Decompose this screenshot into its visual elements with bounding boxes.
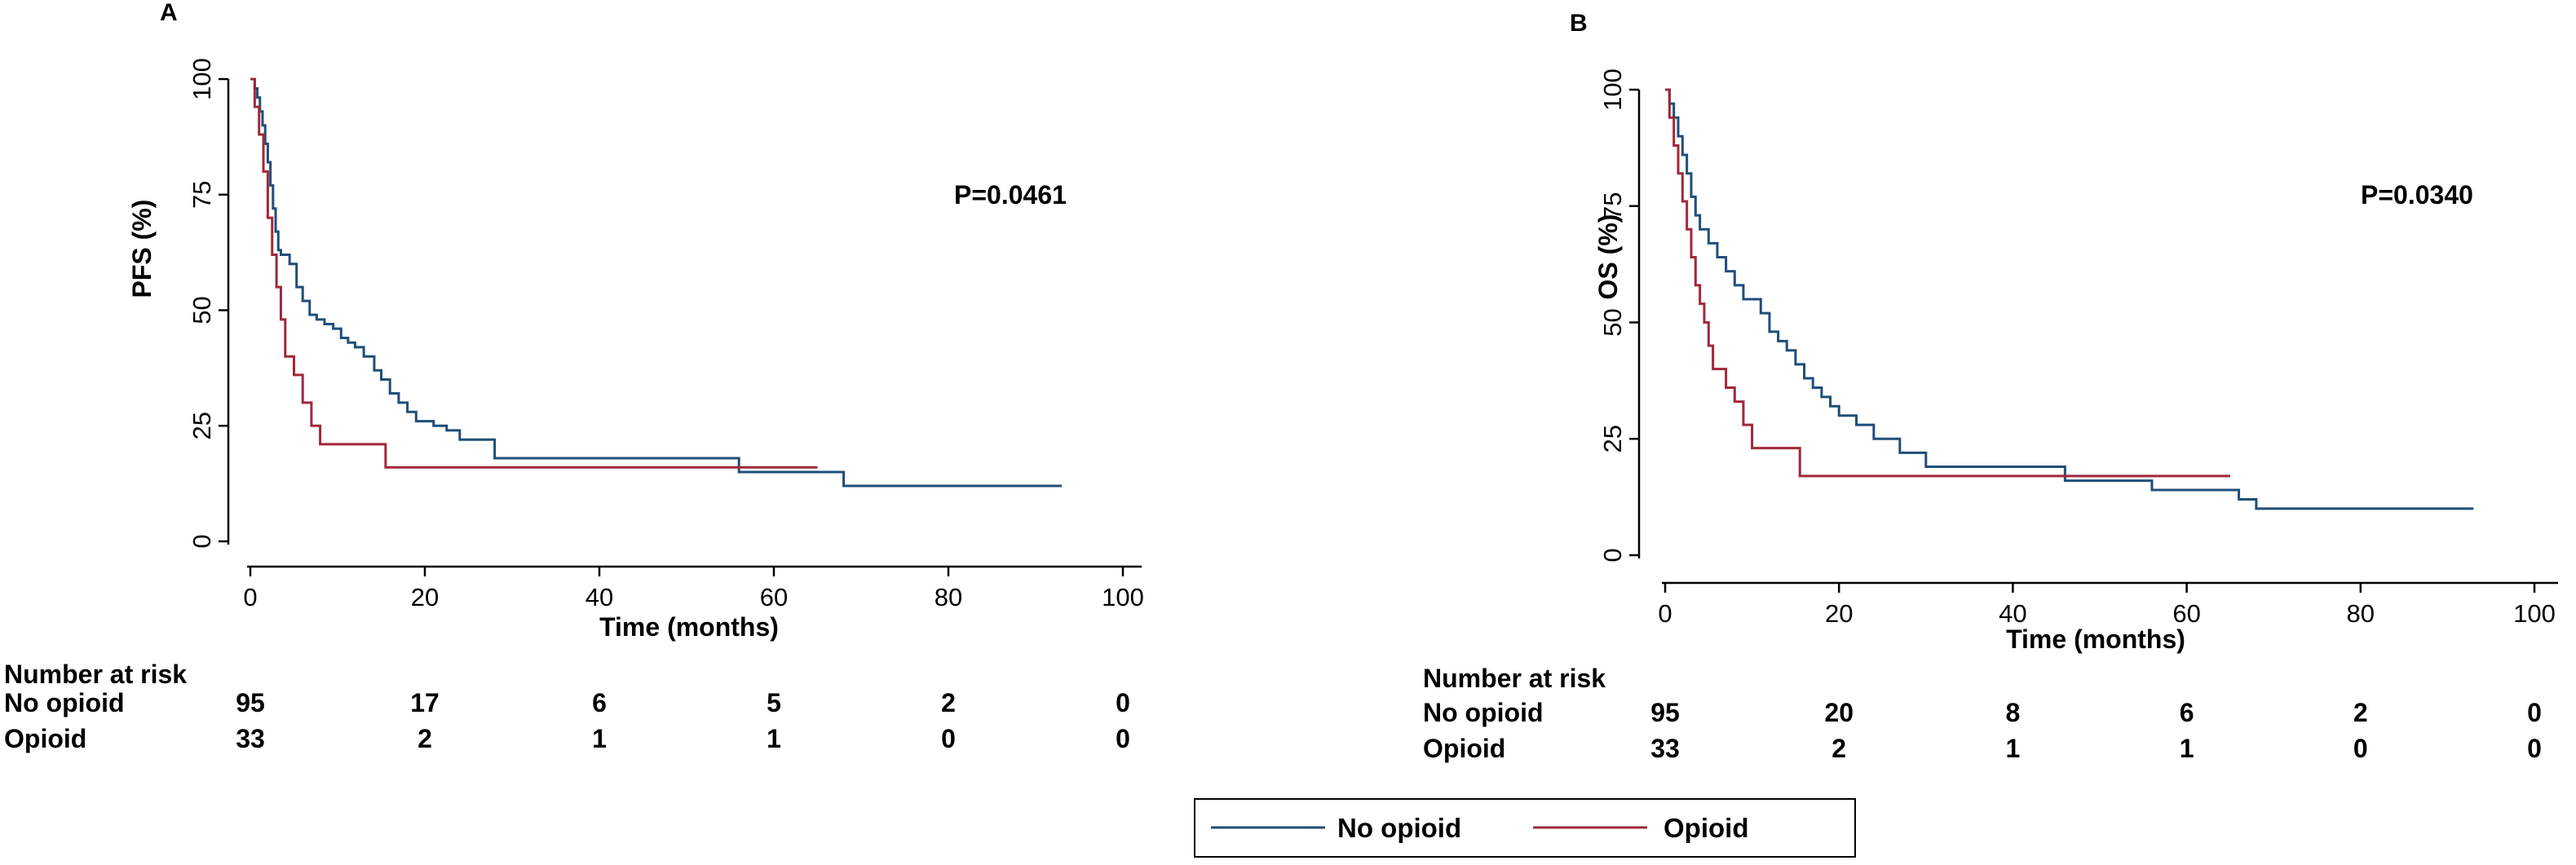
risk-value-opioid: 2 <box>1831 734 1846 763</box>
risk-value-opioid: 1 <box>767 724 781 753</box>
risk-table-title: Number at risk <box>4 660 187 689</box>
risk-row-label-no-opioid: No opioid <box>1423 698 1544 727</box>
risk-value-opioid: 33 <box>1650 734 1680 763</box>
x-tick-label: 20 <box>411 583 439 611</box>
legend-label-opioid: Opioid <box>1664 813 1748 843</box>
y-axis-title: PFS (%) <box>127 200 157 298</box>
risk-value-no-opioid: 8 <box>2006 698 2021 727</box>
risk-value-no-opioid: 2 <box>941 688 956 717</box>
risk-value-opioid: 33 <box>236 724 265 753</box>
p-value: P=0.0461 <box>954 180 1067 210</box>
panel-label: A <box>160 0 178 26</box>
legend-label-no-opioid: No opioid <box>1337 813 1461 843</box>
risk-value-opioid: 0 <box>1116 724 1130 753</box>
risk-value-no-opioid: 0 <box>1116 688 1130 717</box>
risk-value-no-opioid: 6 <box>2180 698 2194 727</box>
x-tick-label: 0 <box>243 583 257 611</box>
risk-value-opioid: 1 <box>2180 734 2194 763</box>
x-tick-label: 60 <box>760 583 788 611</box>
x-tick-label: 100 <box>1102 583 1144 611</box>
risk-value-no-opioid: 95 <box>1650 698 1680 727</box>
y-tick-label: 75 <box>188 181 216 209</box>
risk-value-opioid: 1 <box>2006 734 2021 763</box>
x-tick-label: 80 <box>2347 599 2375 628</box>
x-axis-title: Time (months) <box>2006 624 2185 654</box>
risk-value-no-opioid: 2 <box>2353 698 2368 727</box>
risk-value-opioid: 2 <box>418 724 432 753</box>
risk-value-opioid: 0 <box>941 724 956 753</box>
panel-label: B <box>1570 10 1588 37</box>
risk-value-no-opioid: 5 <box>767 688 781 717</box>
x-tick-label: 20 <box>1825 599 1853 628</box>
risk-row-label-no-opioid: No opioid <box>4 688 125 717</box>
x-tick-label: 0 <box>1658 599 1672 628</box>
y-tick-label: 50 <box>188 296 216 324</box>
risk-value-opioid: 0 <box>2527 734 2542 763</box>
y-tick-label: 0 <box>188 534 216 548</box>
y-tick-label: 50 <box>1598 308 1627 336</box>
risk-value-no-opioid: 17 <box>410 688 440 717</box>
y-tick-label: 25 <box>1598 425 1627 452</box>
curve-no-opioid <box>1665 88 2474 510</box>
risk-value-opioid: 1 <box>592 724 607 753</box>
y-tick-label: 75 <box>1598 192 1627 220</box>
y-axis-title: OS (%) <box>1593 214 1623 300</box>
risk-row-label-opioid: Opioid <box>1423 734 1505 763</box>
risk-value-no-opioid: 20 <box>1824 698 1854 727</box>
y-tick-label: 100 <box>188 58 216 100</box>
risk-value-no-opioid: 95 <box>236 688 265 717</box>
p-value: P=0.0340 <box>2361 180 2473 210</box>
risk-table-title: Number at risk <box>1423 664 1606 693</box>
curve-opioid <box>1665 88 2230 478</box>
y-tick-label: 100 <box>1598 68 1627 111</box>
x-tick-label: 80 <box>935 583 962 611</box>
curve-no-opioid <box>250 77 1063 488</box>
x-tick-label: 60 <box>2172 599 2200 628</box>
risk-value-no-opioid: 6 <box>592 688 607 717</box>
y-tick-label: 25 <box>188 412 216 439</box>
risk-value-opioid: 0 <box>2353 734 2368 763</box>
risk-row-label-opioid: Opioid <box>4 724 86 753</box>
x-tick-label: 100 <box>2513 599 2556 628</box>
risk-value-no-opioid: 0 <box>2527 698 2542 727</box>
legend: No opioid Opioid <box>1194 798 1856 858</box>
x-tick-label: 40 <box>585 583 613 611</box>
x-axis-title: Time (months) <box>599 612 779 642</box>
y-tick-label: 0 <box>1598 548 1627 562</box>
x-tick-label: 40 <box>1999 599 2026 628</box>
curve-opioid <box>250 77 818 469</box>
